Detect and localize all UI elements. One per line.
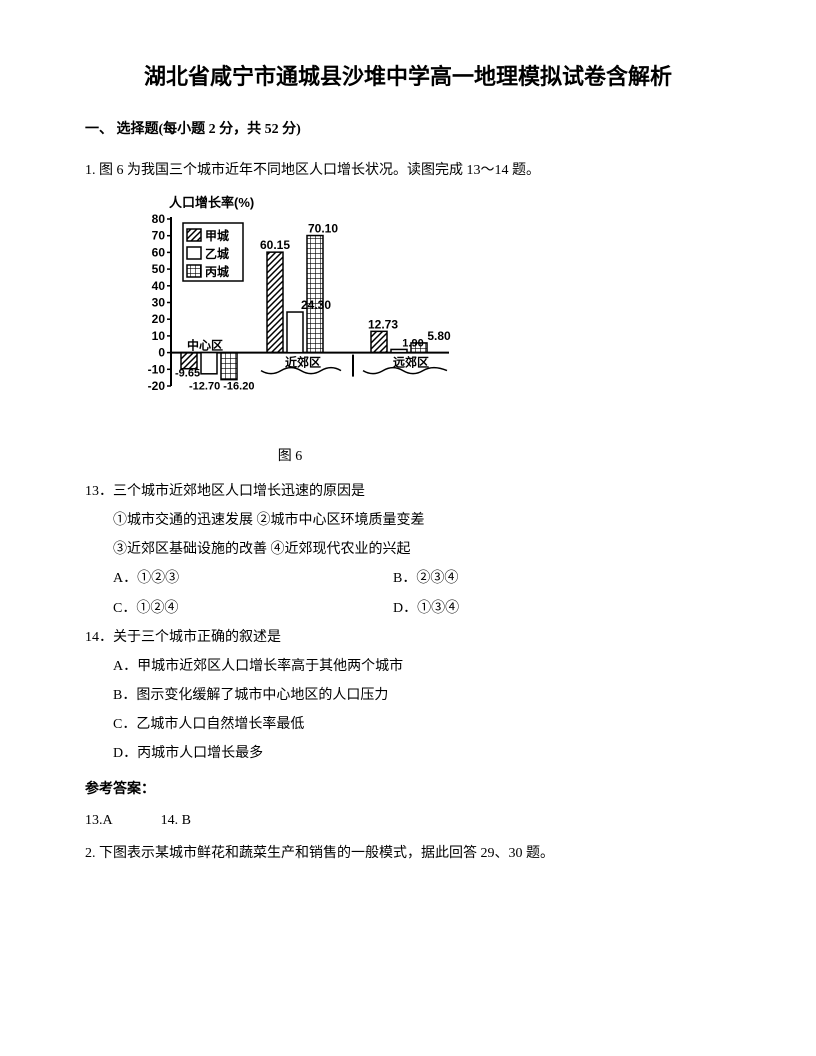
svg-text:-9.65: -9.65 — [175, 368, 200, 380]
svg-text:-20: -20 — [148, 379, 166, 393]
svg-text:1.90: 1.90 — [402, 338, 423, 350]
q14-opt-c: C．乙城市人口自然增长率最低 — [85, 712, 731, 737]
svg-text:80: 80 — [152, 212, 166, 226]
q1-intro: 1. 图 6 为我国三个城市近年不同地区人口增长状况。读图完成 13～14 题。 — [85, 158, 731, 183]
svg-text:中心区: 中心区 — [187, 338, 223, 353]
q13-line2: ③近郊区基础设施的改善 ④近郊现代农业的兴起 — [85, 537, 731, 562]
ans13: 13.A — [85, 813, 113, 828]
svg-text:24.30: 24.30 — [301, 298, 331, 312]
q14-opt-d: D．丙城市人口增长最多 — [85, 741, 731, 766]
answer-label: 参考答案： — [85, 777, 731, 802]
svg-text:0: 0 — [158, 346, 165, 360]
q13-opt-c: C．①②④ — [113, 596, 393, 621]
svg-text:甲城: 甲城 — [205, 228, 229, 243]
svg-text:40: 40 — [152, 279, 166, 293]
svg-text:70: 70 — [152, 229, 166, 243]
svg-text:丙城: 丙城 — [205, 264, 229, 279]
svg-text:60.15: 60.15 — [260, 239, 290, 253]
svg-text:70.10: 70.10 — [308, 222, 338, 236]
answer-line: 13.A 14. B — [85, 808, 731, 833]
svg-text:-12.70 -16.20: -12.70 -16.20 — [189, 381, 254, 393]
q2-intro: 2. 下图表示某城市鲜花和蔬菜生产和销售的一般模式，据此回答 29、30 题。 — [85, 841, 731, 866]
svg-text:20: 20 — [152, 313, 166, 327]
q14-stem: 14．关于三个城市正确的叙述是 — [85, 625, 731, 650]
svg-text:12.73: 12.73 — [368, 318, 398, 332]
q14-opt-b: B．图示变化缓解了城市中心地区的人口压力 — [85, 683, 731, 708]
q13-opt-d: D．①③④ — [393, 596, 731, 621]
q13-line1: ①城市交通的迅速发展 ②城市中心区环境质量变差 — [85, 508, 731, 533]
svg-text:50: 50 — [152, 262, 166, 276]
svg-text:-10: -10 — [148, 363, 166, 377]
q13-opt-a: A．①②③ — [113, 566, 393, 591]
svg-text:乙城: 乙城 — [205, 246, 229, 261]
q13-stem: 13．三个城市近郊地区人口增长迅速的原因是 — [85, 479, 731, 504]
population-chart: 人口增长率(%)80 70 60 50 40 30 20 10 0 -10 -20 甲城乙城丙城 60.… — [125, 193, 731, 437]
chart-caption: 图 6 — [125, 444, 455, 469]
svg-text:5.80: 5.80 — [427, 329, 451, 343]
svg-text:30: 30 — [152, 296, 166, 310]
page-title: 湖北省咸宁市通城县沙堆中学高一地理模拟试卷含解析 — [85, 60, 731, 93]
svg-text:人口增长率(%): 人口增长率(%) — [169, 195, 254, 210]
ans14: 14. B — [161, 813, 191, 828]
svg-text:60: 60 — [152, 246, 166, 260]
q14-opt-a: A．甲城市近郊区人口增长率高于其他两个城市 — [85, 654, 731, 679]
svg-text:远郊区: 远郊区 — [393, 355, 429, 370]
section-header: 一、 选择题(每小题 2 分，共 52 分) — [85, 117, 731, 142]
svg-text:10: 10 — [152, 329, 166, 343]
q13-opt-b: B．②③④ — [393, 566, 731, 591]
